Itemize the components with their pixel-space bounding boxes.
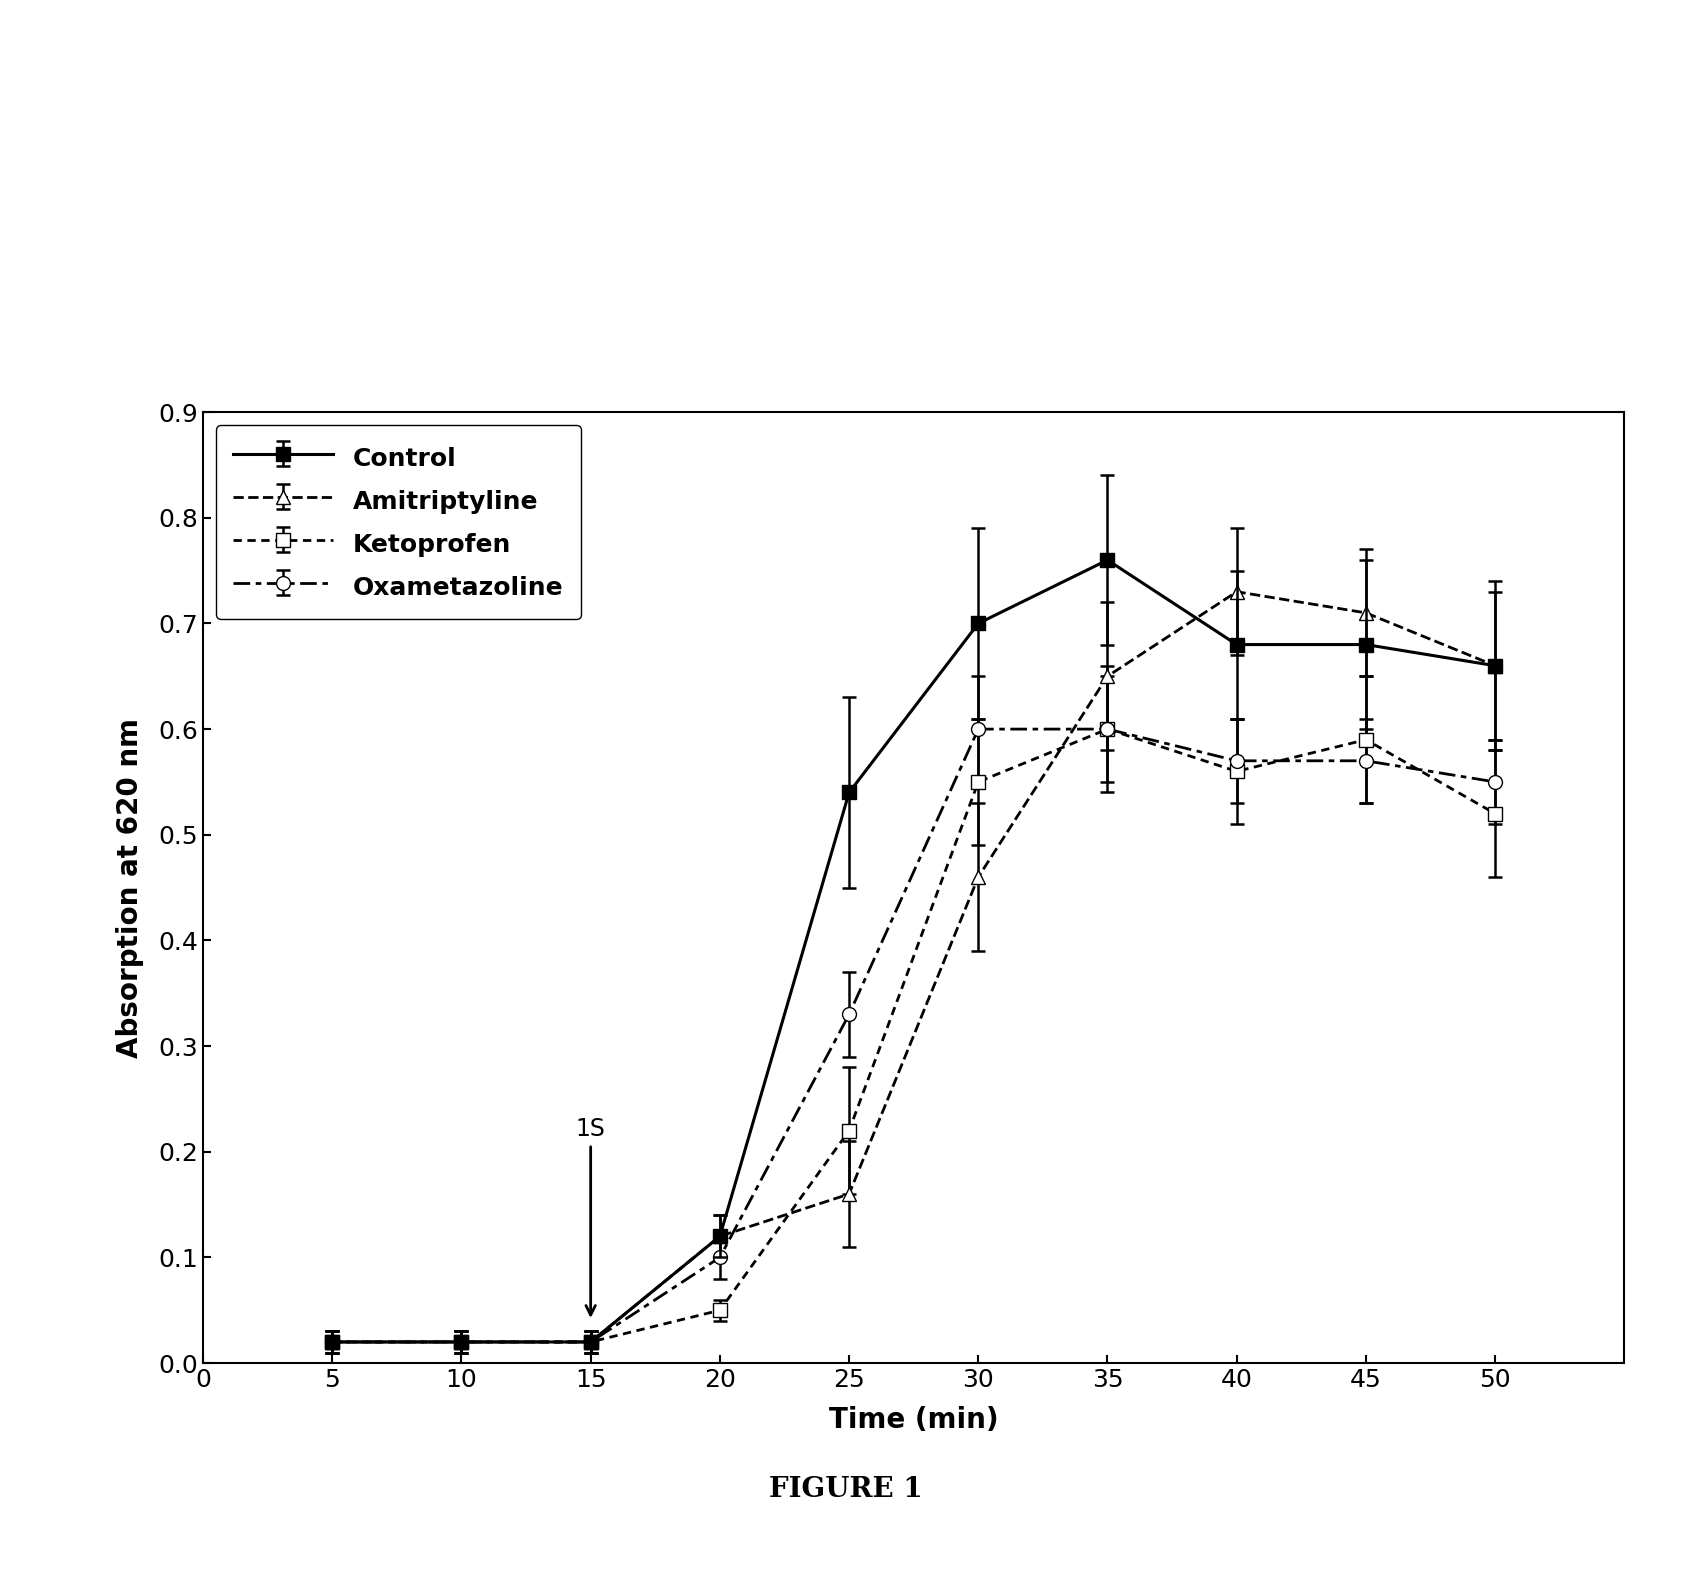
X-axis label: Time (min): Time (min) — [829, 1406, 998, 1434]
Y-axis label: Absorption at 620 nm: Absorption at 620 nm — [117, 718, 144, 1057]
Text: 1S: 1S — [575, 1117, 606, 1316]
Legend: Control, Amitriptyline, Ketoprofen, Oxametazoline: Control, Amitriptyline, Ketoprofen, Oxam… — [215, 425, 580, 620]
Text: FIGURE 1: FIGURE 1 — [770, 1476, 922, 1504]
